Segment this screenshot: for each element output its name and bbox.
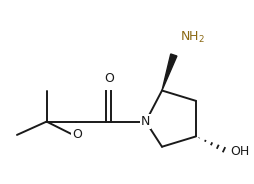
Text: N: N: [141, 115, 150, 128]
Text: NH$_2$: NH$_2$: [180, 30, 205, 45]
Text: O: O: [72, 128, 82, 141]
Polygon shape: [162, 54, 177, 91]
Text: OH: OH: [230, 145, 249, 158]
Text: O: O: [104, 72, 114, 85]
